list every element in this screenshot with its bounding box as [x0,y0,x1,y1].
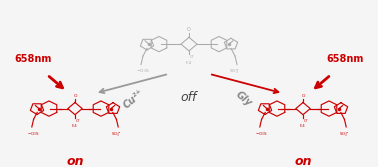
Text: $\mathsf{-O_3S}$: $\mathsf{-O_3S}$ [27,130,40,138]
Text: F,4: F,4 [72,124,78,128]
Text: O⁻: O⁻ [76,119,81,123]
Text: 658nm: 658nm [326,54,364,64]
Text: $\mathsf{SO_3^-}$: $\mathsf{SO_3^-}$ [229,68,240,76]
Text: O: O [73,94,77,98]
Text: O⁻: O⁻ [190,55,195,59]
Text: off: off [181,91,197,104]
Text: on: on [294,155,312,167]
Text: F,4: F,4 [186,61,192,65]
Text: O: O [187,27,191,32]
Text: F,4: F,4 [300,124,306,128]
Text: $\mathsf{SO_3^-}$: $\mathsf{SO_3^-}$ [339,130,350,138]
Text: O: O [301,94,305,98]
Text: Gly: Gly [234,90,254,109]
Text: Cu²⁺: Cu²⁺ [122,88,146,111]
Text: O⁻: O⁻ [304,119,309,123]
Text: $\mathsf{-O_3S}$: $\mathsf{-O_3S}$ [136,68,150,75]
Text: 658nm: 658nm [14,54,52,64]
Text: on: on [66,155,84,167]
Text: $\mathsf{-O_3S}$: $\mathsf{-O_3S}$ [255,130,268,138]
Text: $\mathsf{SO_3^-}$: $\mathsf{SO_3^-}$ [111,130,122,138]
